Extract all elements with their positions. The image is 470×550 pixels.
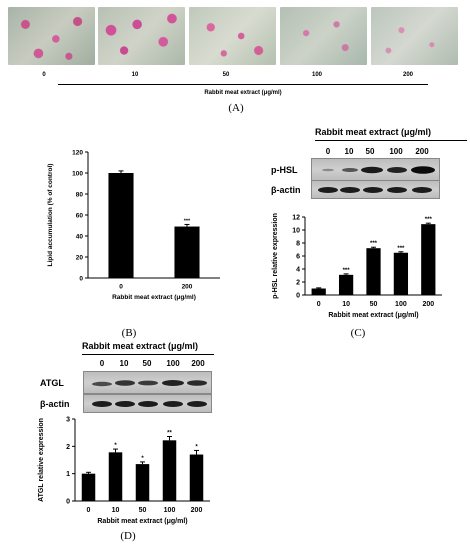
western-blot-phsl <box>311 158 440 181</box>
x-axis-label: Rabbit meat extract (μg/ml) <box>97 518 187 525</box>
y-tick-label: 80 <box>76 192 84 199</box>
x-tick-label: 0 <box>317 301 321 308</box>
y-axis-label: p-HSL relative expression <box>272 213 279 299</box>
dose-label: 10 <box>131 72 139 78</box>
y-tick-label: 0 <box>79 276 83 283</box>
lane-label: 10 <box>119 359 129 368</box>
y-axis-label: ATGL relative expression <box>38 418 45 502</box>
lane-label: 100 <box>166 359 180 368</box>
x-axis-label: Rabbit meat extract (μg/ml) <box>112 294 196 301</box>
bar <box>108 173 134 278</box>
blot-label-bactin: β-actin <box>40 399 70 409</box>
significance-mark: *** <box>343 268 351 274</box>
y-tick-label: 6 <box>296 254 300 261</box>
bar <box>108 452 123 501</box>
lane-label: 0 <box>99 359 105 368</box>
bar <box>366 248 381 295</box>
x-tick-label: 50 <box>139 507 147 514</box>
dose-label: 100 <box>311 72 323 78</box>
y-tick-label: 2 <box>66 444 70 451</box>
y-tick-label: 60 <box>76 213 84 220</box>
blot-label-bactin: β-actin <box>271 185 301 195</box>
bar <box>421 224 436 295</box>
y-tick-label: 10 <box>292 228 300 235</box>
western-blot-bactin <box>83 394 212 413</box>
x-tick-label: 200 <box>422 301 434 308</box>
blot-label-atgl: ATGL <box>40 378 64 388</box>
y-tick-label: 20 <box>76 255 84 262</box>
micrograph-0 <box>8 7 95 65</box>
x-tick-label: 100 <box>164 507 176 514</box>
treatment-header: Rabbit meat extract (μg/ml) <box>315 127 432 137</box>
panel-d-chart: 0 1 2 3 0 * 10 * 50 ** 100 * 200 Rabbit meat extract … <box>38 417 210 525</box>
micrograph-10 <box>98 7 185 65</box>
panel-b-chart: 0 20 40 60 80 100 120 0 *** 200 Rabbit meat extrac… <box>47 150 220 301</box>
header-line <box>315 140 467 141</box>
x-tick-label: 0 <box>119 284 123 291</box>
y-tick-label: 0 <box>66 499 70 506</box>
x-tick-label: 200 <box>182 284 193 291</box>
bar <box>338 274 354 295</box>
y-tick-label: 100 <box>72 171 83 178</box>
treatment-header: Rabbit meat extract (μg/ml) <box>82 341 199 351</box>
significance-mark: ** <box>167 430 172 436</box>
y-tick-label: 2 <box>296 280 300 287</box>
x-axis-label: Rabbit meat extract (μg/ml) <box>328 312 418 319</box>
significance-mark: *** <box>184 218 191 224</box>
bar <box>393 252 409 295</box>
y-tick-label: 1 <box>66 471 70 478</box>
x-tick-label: 100 <box>395 301 407 308</box>
y-tick-label: 0 <box>296 293 300 300</box>
significance-mark: *** <box>370 241 378 247</box>
y-tick-label: 40 <box>76 234 84 241</box>
dose-label: 200 <box>402 72 414 78</box>
micrograph-200 <box>371 7 458 65</box>
dose-label: 0 <box>42 72 46 78</box>
y-tick-label: 8 <box>296 241 300 248</box>
y-tick-label: 12 <box>292 215 300 222</box>
lane-label: 50 <box>365 147 375 156</box>
western-blot-bactin <box>311 180 440 199</box>
lane-label: 0 <box>325 147 331 156</box>
panel-label: (A) <box>228 102 244 114</box>
bar <box>189 454 204 501</box>
significance-mark: * <box>195 444 198 450</box>
significance-mark: *** <box>397 246 405 252</box>
lane-label: 200 <box>191 359 205 368</box>
x-axis-label: Rabbit meat extract (μg/ml) <box>204 90 282 96</box>
bar <box>311 288 326 295</box>
lane-label: 100 <box>389 147 403 156</box>
bar <box>81 473 96 501</box>
bar <box>174 226 200 278</box>
panel-label: (B) <box>121 327 137 339</box>
x-tick-label: 200 <box>191 507 203 514</box>
lane-label: 200 <box>415 147 429 156</box>
x-tick-label: 50 <box>370 301 378 308</box>
western-blot-atgl <box>83 371 212 394</box>
blot-label-phsl: p-HSL <box>271 165 298 175</box>
y-tick-label: 120 <box>72 150 83 157</box>
lane-label: 50 <box>142 359 152 368</box>
y-tick-label: 3 <box>66 417 70 424</box>
y-tick-label: 4 <box>296 267 300 274</box>
x-tick-label: 10 <box>342 301 350 308</box>
bar <box>135 464 150 501</box>
x-tick-label: 10 <box>112 507 120 514</box>
significance-mark: * <box>141 456 144 462</box>
panel-label: (D) <box>120 530 136 542</box>
significance-mark: * <box>114 443 117 449</box>
dose-label: 50 <box>222 72 230 78</box>
micrograph-50 <box>189 7 276 65</box>
significance-mark: *** <box>425 217 433 223</box>
header-line <box>82 354 214 355</box>
bar <box>162 440 177 501</box>
micrograph-100 <box>280 7 367 65</box>
axis-line <box>58 84 428 85</box>
panel-label: (C) <box>350 327 366 339</box>
y-axis-label: Lipid accumulation (% of control) <box>47 164 54 267</box>
lane-label: 10 <box>344 147 354 156</box>
panel-c-chart: 0 2 4 6 8 10 12 0 *** 10 *** 50 *** 100 *** 200 Rabbit m… <box>272 213 442 319</box>
x-tick-label: 0 <box>87 507 91 514</box>
